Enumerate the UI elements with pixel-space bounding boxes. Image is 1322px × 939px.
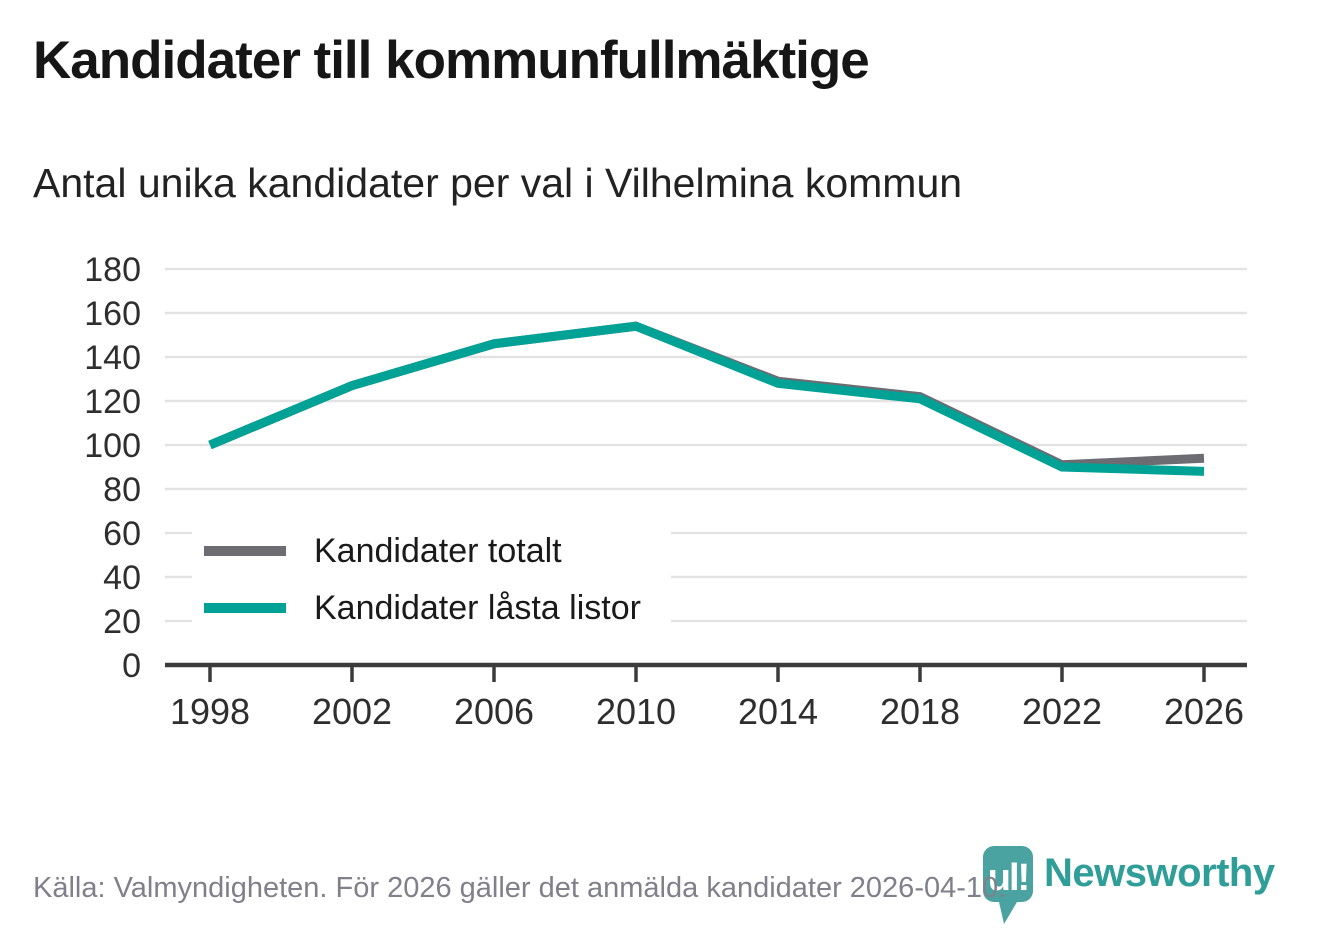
x-tick-label: 2010 — [596, 691, 676, 732]
y-tick-label: 140 — [84, 339, 141, 377]
y-tick-label: 0 — [122, 647, 141, 685]
newsworthy-pin-barchart-icon: ul! — [983, 846, 1033, 924]
x-tick-label: 2022 — [1022, 691, 1102, 732]
y-tick-label: 40 — [103, 559, 141, 597]
legend-label-lasta-listor: Kandidater låsta listor — [314, 588, 641, 627]
x-tick-label: 2006 — [454, 691, 534, 732]
newsworthy-brand-text: Newsworthy — [1044, 851, 1275, 895]
legend-swatch-lasta-listor — [204, 603, 286, 613]
map-pin-shape — [983, 846, 1033, 924]
series-line-kandidater-lasta-listor — [208, 321, 1205, 476]
x-tick-label: 2026 — [1164, 691, 1244, 732]
chart-subtitle: Antal unika kandidater per val i Vilhelm… — [33, 160, 963, 206]
y-tick-label: 160 — [84, 295, 141, 333]
chart-title: Kandidater till kommunfullmäktige — [33, 31, 870, 90]
y-tick-label: 180 — [84, 251, 141, 289]
newsworthy-logo: ul! Newsworthy — [983, 846, 1275, 930]
source-note: Källa: Valmyndigheten. För 2026 gäller d… — [33, 872, 1007, 904]
series-line-kandidater-totalt — [208, 321, 1205, 470]
y-tick-label: 60 — [103, 515, 141, 553]
y-tick-label: 120 — [84, 383, 141, 421]
legend-item-kandidater-totalt: Kandidater totalt — [204, 528, 641, 574]
y-tick-label: 100 — [84, 427, 141, 465]
x-tick-label: 2014 — [738, 691, 818, 732]
legend-swatch-totalt — [204, 546, 286, 556]
logo-bars-exclamation-glyph: ul! — [988, 857, 1028, 899]
x-tick-label: 2002 — [312, 691, 392, 732]
chart-legend: Kandidater totalt Kandidater låsta listo… — [192, 520, 671, 645]
x-tick-label: 1998 — [170, 691, 250, 732]
legend-label-totalt: Kandidater totalt — [314, 531, 562, 570]
legend-item-kandidater-lasta-listor: Kandidater låsta listor — [204, 585, 641, 631]
x-tick-label: 2018 — [880, 691, 960, 732]
y-tick-label: 20 — [103, 603, 141, 641]
y-tick-label: 80 — [103, 471, 141, 509]
